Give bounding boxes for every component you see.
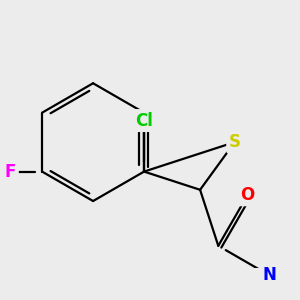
Text: N: N <box>262 266 276 284</box>
Text: S: S <box>229 133 241 151</box>
Text: Cl: Cl <box>135 112 153 130</box>
Text: O: O <box>241 186 255 204</box>
Text: O: O <box>241 186 255 204</box>
Text: N: N <box>262 266 276 284</box>
Text: F: F <box>5 163 16 181</box>
Text: S: S <box>229 133 241 151</box>
Text: Cl: Cl <box>135 112 153 130</box>
Text: F: F <box>5 163 16 181</box>
